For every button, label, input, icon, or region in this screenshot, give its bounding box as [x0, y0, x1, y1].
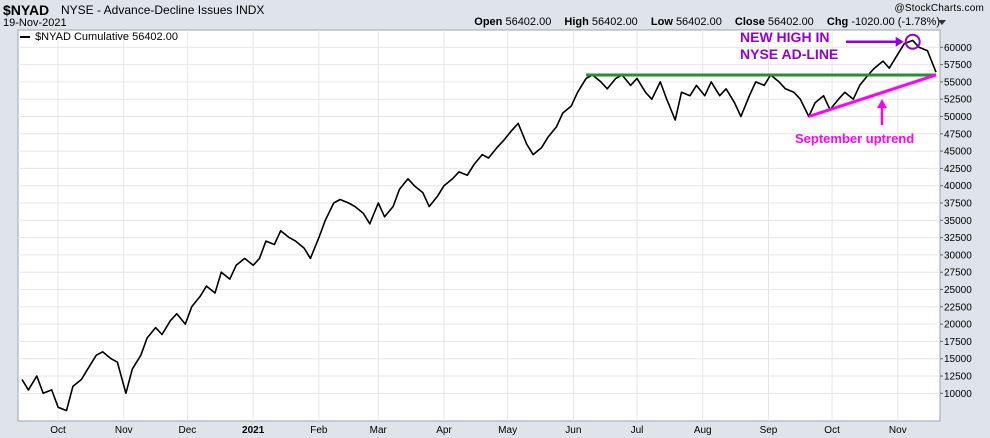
ohlc-readout: Open 56402.00 High 56402.00 Low 56402.00… — [474, 16, 940, 28]
annotation-new-high-line2: NYSE AD-LINE — [740, 46, 838, 62]
y-tick-label: 42500 — [944, 164, 972, 175]
y-tick-label: 17500 — [944, 337, 972, 348]
plot-area — [17, 29, 941, 422]
legend-swatch — [20, 36, 30, 39]
high-label: High — [564, 16, 589, 28]
legend-series-name: $NYAD Cumulative — [35, 31, 130, 43]
dropdown-caret-icon[interactable] — [938, 20, 946, 25]
x-tick-label: Nov — [115, 425, 133, 436]
x-tick-label: Sep — [760, 425, 778, 436]
y-tick-label: 30000 — [944, 250, 972, 261]
annotation-uptrend: September uptrend — [795, 131, 914, 146]
y-tick-label: 25000 — [944, 285, 972, 296]
chart-title: NYSE - Advance-Decline Issues INDX — [61, 3, 265, 17]
y-tick-label: 60000 — [944, 43, 972, 54]
y-tick-label: 22500 — [944, 302, 972, 313]
high-value: 56402.00 — [591, 16, 638, 28]
y-tick-label: 52500 — [944, 95, 972, 106]
x-tick-label: Dec — [179, 425, 197, 436]
y-tick-label: 32500 — [944, 233, 972, 244]
open-value: 56402.00 — [505, 16, 552, 28]
y-tick-label: 35000 — [944, 216, 972, 227]
uptrend-arrow-head — [877, 99, 887, 108]
y-tick-label: 37500 — [944, 199, 972, 210]
x-tick-label: Feb — [310, 425, 328, 436]
new-high-circle — [904, 33, 921, 50]
y-tick-label: 10000 — [944, 389, 972, 400]
symbol: $NYAD — [3, 2, 50, 18]
x-tick-label: Jun — [565, 425, 581, 436]
y-tick-label: 47500 — [944, 129, 972, 140]
uptrend-line — [808, 73, 937, 118]
y-tick-label: 27500 — [944, 268, 972, 279]
chg-value: -1020.00 (-1.78%) — [851, 16, 940, 28]
y-tick-label: 20000 — [944, 320, 972, 331]
y-tick-label: 40000 — [944, 181, 972, 192]
y-tick-label: 45000 — [944, 147, 972, 158]
x-tick-label: Oct — [824, 425, 840, 436]
chart-header: $NYAD NYSE - Advance-Decline Issues INDX… — [0, 0, 990, 30]
x-tick-label: Nov — [889, 425, 907, 436]
x-tick-label: Oct — [50, 425, 66, 436]
x-tick-label: Jul — [631, 425, 644, 436]
brand-watermark: @StockCharts.com — [894, 3, 984, 14]
legend: $NYAD Cumulative 56402.00 — [20, 31, 178, 43]
y-tick-label: 57500 — [944, 60, 972, 71]
legend-series-value: 56402.00 — [132, 31, 178, 43]
x-tick-label: Apr — [436, 425, 452, 436]
close-label: Close — [734, 16, 765, 28]
x-tick-label: May — [498, 425, 517, 436]
chart-date: 19-Nov-2021 — [3, 17, 67, 29]
series-line — [21, 39, 937, 412]
low-value: 56402.00 — [675, 16, 722, 28]
low-label: Low — [650, 16, 673, 28]
y-tick-label: 15000 — [944, 354, 972, 365]
close-value: 56402.00 — [767, 16, 814, 28]
open-label: Open — [474, 16, 503, 28]
x-tick-label: 2021 — [242, 425, 265, 436]
y-tick-label: 12500 — [944, 372, 972, 383]
x-tick-label: Aug — [694, 425, 712, 436]
y-tick-label: 55000 — [944, 77, 972, 88]
chg-label: Chg — [826, 16, 849, 28]
y-tick-label: 50000 — [944, 112, 972, 123]
annotation-new-high-line1: NEW HIGH IN — [740, 29, 829, 45]
x-tick-label: Mar — [370, 425, 388, 436]
new-high-arrow-head — [895, 36, 904, 47]
